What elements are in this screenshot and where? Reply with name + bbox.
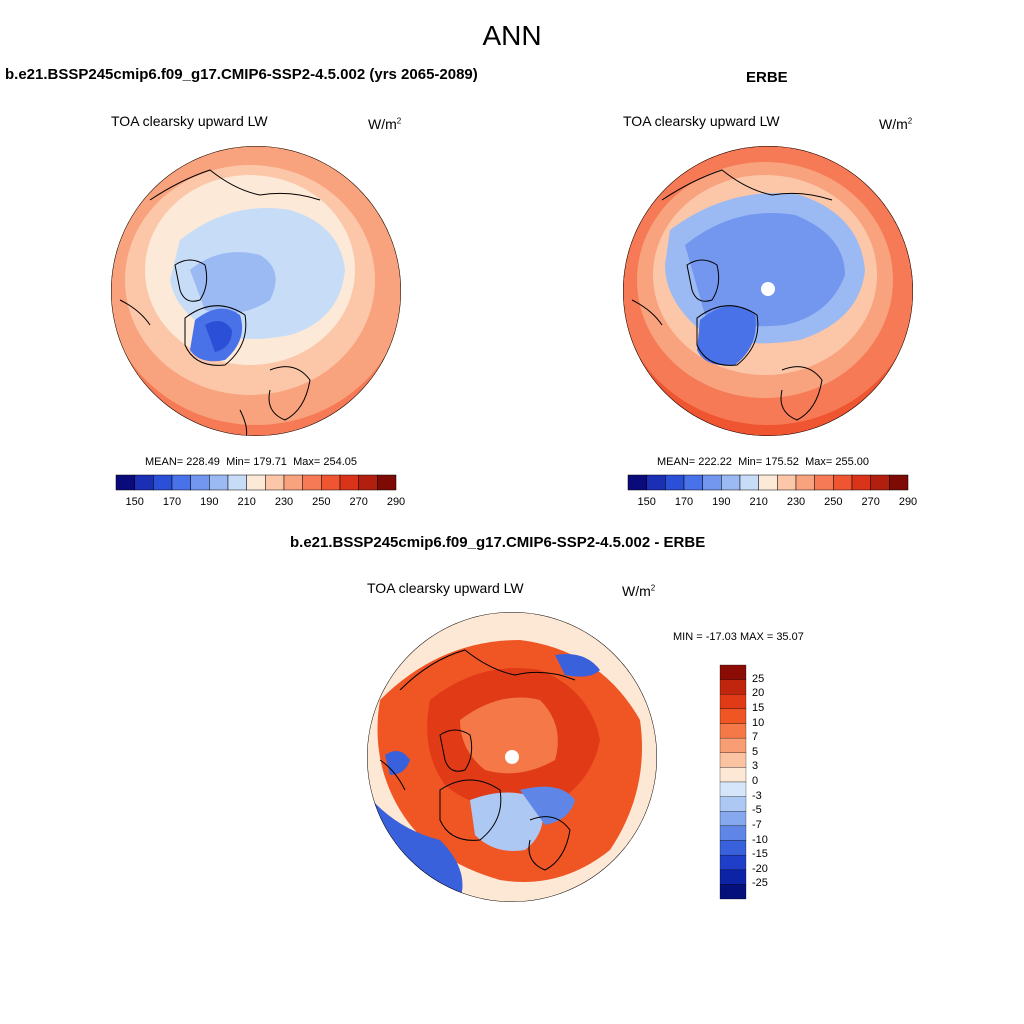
panel2-colorbar — [627, 474, 909, 491]
colorbar-swatch — [209, 474, 229, 491]
colorbar-swatch — [246, 474, 266, 491]
colorbar-swatch — [795, 474, 815, 491]
panel2-heading: ERBE — [746, 69, 788, 86]
colorbar-swatch — [665, 474, 685, 491]
colorbar-tick-label: 210 — [237, 496, 256, 508]
colorbar-swatch — [339, 474, 359, 491]
colorbar-swatch — [190, 474, 210, 491]
colorbar-tick-label: 190 — [712, 496, 731, 508]
main-title: ANN — [482, 20, 542, 51]
colorbar-swatch — [814, 474, 834, 491]
colorbar-tick-label: 5 — [752, 745, 759, 758]
panel2-units: W/m2 — [879, 116, 913, 132]
colorbar-tick-label: 150 — [637, 496, 656, 508]
panel2-map — [623, 146, 913, 436]
colorbar-swatch — [302, 474, 322, 491]
colorbar-swatch — [721, 474, 741, 491]
colorbar-tick-label: 170 — [674, 496, 694, 508]
colorbar-swatch — [683, 474, 703, 491]
colorbar-swatch — [758, 474, 778, 491]
panel3-colorbar — [719, 664, 747, 900]
colorbar-tick-label: 230 — [786, 496, 806, 508]
panel3-minmax: MIN = -17.03 MAX = 35.07 — [673, 631, 804, 643]
colorbar-swatch — [719, 679, 747, 695]
colorbar-swatch — [719, 708, 747, 724]
colorbar-swatch — [833, 474, 853, 491]
colorbar-tick-label: 250 — [312, 496, 331, 508]
colorbar-swatch — [719, 694, 747, 710]
colorbar-tick-label: -3 — [752, 789, 762, 802]
colorbar-swatch — [719, 664, 747, 680]
colorbar-tick-label: -15 — [752, 848, 768, 861]
colorbar-tick-label: 7 — [752, 731, 759, 744]
colorbar-tick-label: 10 — [752, 716, 765, 729]
colorbar-swatch — [719, 854, 747, 870]
colorbar-tick-label: 270 — [349, 496, 368, 508]
colorbar-swatch — [719, 869, 747, 885]
colorbar-swatch — [227, 474, 247, 491]
panel3-map — [367, 612, 657, 902]
colorbar-swatch — [627, 474, 647, 491]
colorbar-swatch — [115, 474, 135, 491]
colorbar-swatch — [719, 752, 747, 768]
colorbar-tick-label: -10 — [752, 833, 768, 846]
colorbar-swatch — [777, 474, 797, 491]
panel3-variable: TOA clearsky upward LW — [367, 580, 524, 596]
colorbar-swatch — [889, 474, 909, 491]
colorbar-swatch — [719, 884, 747, 900]
colorbar-tick-label: 25 — [752, 672, 765, 685]
colorbar-tick-label: 210 — [749, 496, 768, 508]
colorbar-swatch — [377, 474, 397, 491]
panel3-units: W/m2 — [622, 583, 656, 599]
colorbar-tick-label: -20 — [752, 862, 768, 875]
colorbar-swatch — [719, 811, 747, 827]
colorbar-swatch — [739, 474, 759, 491]
colorbar-swatch — [265, 474, 285, 491]
colorbar-swatch — [153, 474, 173, 491]
colorbar-swatch — [719, 737, 747, 753]
colorbar-tick-label: -5 — [752, 804, 762, 817]
colorbar-swatch — [719, 767, 747, 783]
colorbar-tick-label: 190 — [200, 496, 219, 508]
colorbar-tick-label: -25 — [752, 877, 768, 890]
colorbar-swatch — [719, 723, 747, 739]
colorbar-swatch — [134, 474, 154, 491]
colorbar-tick-label: 0 — [752, 775, 759, 787]
colorbar-swatch — [171, 474, 191, 491]
panel2-variable: TOA clearsky upward LW — [623, 113, 780, 129]
colorbar-swatch — [870, 474, 890, 491]
colorbar-swatch — [719, 825, 747, 841]
colorbar-tick-label: 150 — [125, 496, 144, 508]
panel3-heading: b.e21.BSSP245cmip6.f09_g17.CMIP6-SSP2-4.… — [290, 534, 706, 551]
colorbar-swatch — [719, 840, 747, 856]
panel2-stats: MEAN= 222.22 Min= 175.52 Max= 255.00 — [657, 456, 869, 468]
colorbar-tick-label: 250 — [824, 496, 843, 508]
colorbar-tick-label: 230 — [274, 496, 294, 508]
colorbar-swatch — [358, 474, 378, 491]
colorbar-swatch — [321, 474, 341, 491]
colorbar-tick-label: 15 — [752, 701, 765, 714]
panel1-units: W/m2 — [368, 116, 402, 132]
colorbar-tick-label: 270 — [861, 496, 880, 508]
panel1-map — [111, 146, 401, 436]
colorbar-swatch — [702, 474, 722, 491]
panel1-colorbar — [115, 474, 397, 491]
colorbar-swatch — [283, 474, 303, 491]
panel1-variable: TOA clearsky upward LW — [111, 113, 268, 129]
colorbar-tick-label: 290 — [386, 496, 406, 508]
colorbar-tick-label: -7 — [752, 818, 762, 831]
colorbar-swatch — [851, 474, 871, 491]
panel1-stats: MEAN= 228.49 Min= 179.71 Max= 254.05 — [145, 456, 357, 468]
colorbar-tick-label: 3 — [752, 760, 759, 773]
colorbar-swatch — [646, 474, 666, 491]
colorbar-tick-label: 20 — [752, 687, 765, 700]
panel1-heading: b.e21.BSSP245cmip6.f09_g17.CMIP6-SSP2-4.… — [5, 66, 478, 83]
colorbar-tick-label: 290 — [898, 496, 918, 508]
colorbar-swatch — [719, 796, 747, 812]
colorbar-swatch — [719, 781, 747, 797]
colorbar-tick-label: 170 — [162, 496, 182, 508]
